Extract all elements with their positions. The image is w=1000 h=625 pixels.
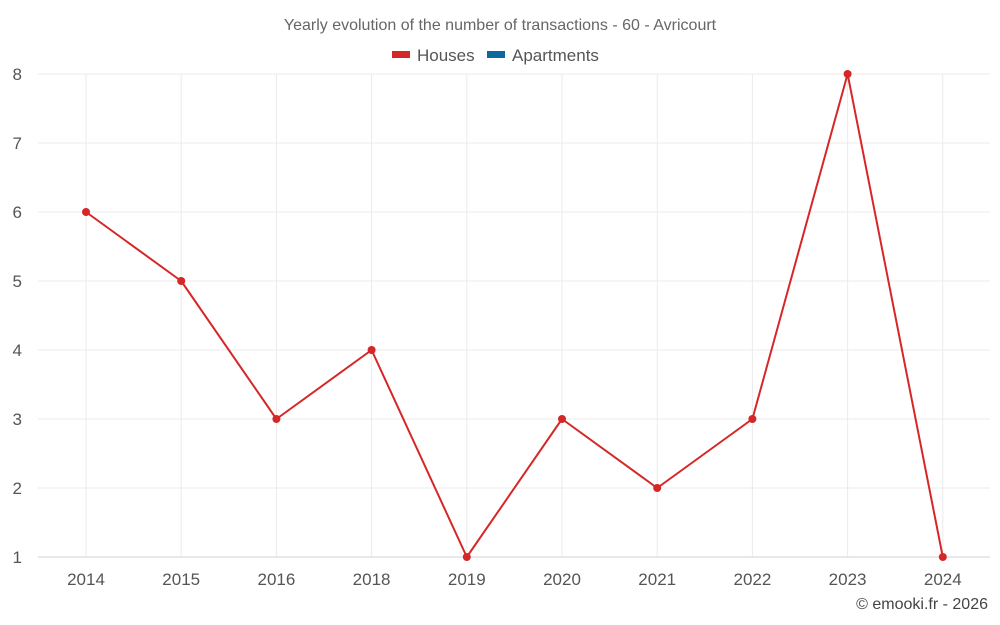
y-axis-ticks: 1 2 3 4 5 6 7 8 [13,65,22,567]
x-tick-label: 2014 [67,570,105,589]
x-axis-ticks: 2014 2015 2016 2018 2019 2020 2021 2022 2023 2024 [67,570,962,589]
x-tick-label: 2016 [257,570,295,589]
data-point[interactable] [843,70,852,78]
y-tick-label: 4 [13,341,22,360]
y-tick-label: 5 [13,272,22,291]
legend-swatch-apartments [487,51,505,58]
x-tick-label: 2023 [829,570,867,589]
y-tick-label: 2 [13,479,22,498]
data-point[interactable] [462,553,471,561]
x-gridlines [85,74,944,557]
legend-item-apartments[interactable]: Apartments [487,46,599,65]
legend-item-houses[interactable]: Houses [392,46,475,65]
y-tick-label: 8 [13,65,22,84]
data-point[interactable] [938,553,947,561]
data-point[interactable] [82,208,90,216]
data-point[interactable] [558,415,566,423]
data-point[interactable] [653,484,662,492]
x-tick-label: 2018 [353,570,391,589]
x-tick-label: 2019 [448,570,486,589]
series-line-houses [85,73,944,558]
y-gridlines [38,73,990,558]
x-tick-label: 2024 [924,570,962,589]
data-point[interactable] [367,346,376,354]
y-tick-label: 3 [13,410,22,429]
data-point[interactable] [177,277,186,285]
y-tick-label: 1 [13,548,22,567]
x-tick-label: 2020 [543,570,581,589]
data-point[interactable] [748,415,757,423]
legend-label-apartments: Apartments [512,46,599,65]
y-tick-label: 7 [13,134,22,153]
credit-text: © emooki.fr - 2026 [856,596,988,613]
legend-label-houses: Houses [417,46,475,65]
legend: Houses Apartments [392,46,599,65]
legend-swatch-houses [392,51,410,58]
x-tick-label: 2022 [733,570,771,589]
x-tick-label: 2021 [638,570,676,589]
y-tick-label: 6 [13,203,22,222]
chart-title: Yearly evolution of the number of transa… [284,17,717,34]
series-houses [82,70,947,561]
x-tick-label: 2015 [162,570,200,589]
data-point[interactable] [272,415,281,423]
